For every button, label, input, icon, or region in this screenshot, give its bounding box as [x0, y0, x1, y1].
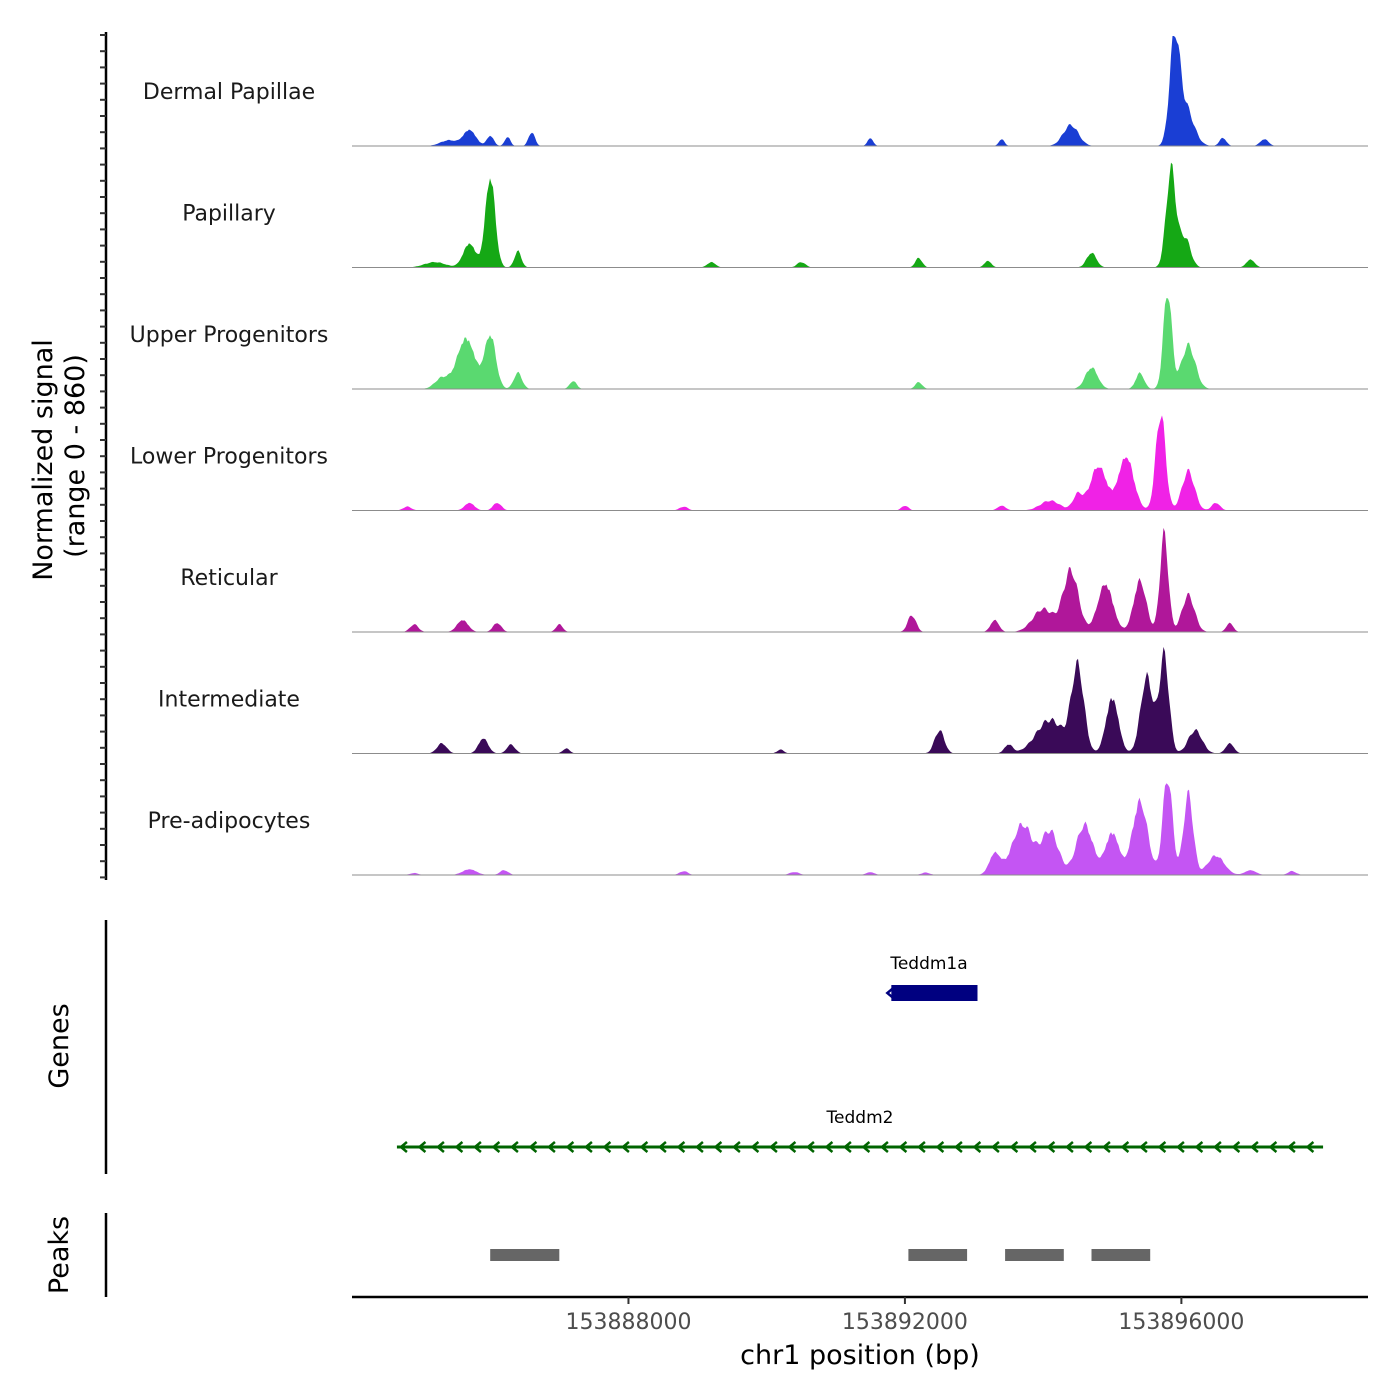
strand-arrow: [787, 1141, 797, 1153]
track-reticular: Reticular: [180, 527, 1368, 633]
track-label: Upper Progenitors: [130, 323, 329, 348]
strand-arrow: [898, 1141, 908, 1153]
strand-arrow: [879, 1141, 889, 1153]
gene-teddm1a: Teddm1a: [885, 954, 978, 1001]
peak-region: [908, 1249, 968, 1261]
strand-arrow: [583, 1141, 593, 1153]
peak-region: [490, 1249, 560, 1261]
gene-label: Teddm1a: [889, 954, 967, 974]
strand-arrow: [750, 1141, 760, 1153]
strand-arrow: [565, 1141, 575, 1153]
strand-arrow: [1009, 1141, 1019, 1153]
strand-arrow: [657, 1141, 667, 1153]
strand-arrow: [1194, 1141, 1204, 1153]
strand-arrow: [861, 1141, 871, 1153]
signal-area: [352, 36, 1368, 146]
strand-arrow: [398, 1141, 408, 1153]
strand-arrow: [916, 1141, 926, 1153]
track-label: Papillary: [182, 202, 276, 227]
strand-arrow: [1231, 1141, 1241, 1153]
strand-arrow: [768, 1141, 778, 1153]
strand-arrow: [972, 1141, 982, 1153]
strand-arrow: [454, 1141, 464, 1153]
strand-arrow: [528, 1141, 538, 1153]
track-dermal-papillae: Dermal Papillae: [143, 36, 1368, 147]
strand-arrow: [620, 1141, 630, 1153]
strand-arrow: [435, 1141, 445, 1153]
genes-panel: Teddm1a Teddm2: [396, 954, 1324, 1153]
strand-arrow: [1157, 1141, 1167, 1153]
strand-arrow: [1120, 1141, 1130, 1153]
strand-arrow: [1268, 1141, 1278, 1153]
strand-arrow: [1101, 1141, 1111, 1153]
track-label: Intermediate: [158, 688, 300, 713]
strand-arrow: [935, 1141, 945, 1153]
signal-tracks: Dermal Papillae Papillary Upper Progenitor…: [130, 36, 1368, 876]
strand-arrow: [824, 1141, 834, 1153]
strand-arrow: [1064, 1141, 1074, 1153]
strand-arrow: [639, 1141, 649, 1153]
strand-arrow: [731, 1141, 741, 1153]
genes-axis-title: Genes: [44, 1003, 75, 1088]
strand-arrow: [1046, 1141, 1056, 1153]
strand-arrow: [713, 1141, 723, 1153]
strand-arrow: [1212, 1141, 1222, 1153]
strand-arrow: [491, 1141, 501, 1153]
track-pre-adipocytes: Pre-adipocytes: [148, 783, 1368, 876]
strand-arrow: [1249, 1141, 1259, 1153]
strand-arrow: [1138, 1141, 1148, 1153]
strand-arrow: [990, 1141, 1000, 1153]
signal-area: [352, 415, 1368, 511]
peak-region: [1005, 1249, 1064, 1261]
strand-arrow: [1083, 1141, 1093, 1153]
strand-arrow: [602, 1141, 612, 1153]
peak-region: [1091, 1249, 1151, 1261]
strand-arrow: [546, 1141, 556, 1153]
strand-arrow: [953, 1141, 963, 1153]
track-label: Reticular: [180, 566, 278, 591]
track-label: Dermal Papillae: [143, 80, 315, 105]
track-intermediate: Intermediate: [158, 646, 1368, 754]
track-lower-progenitors: Lower Progenitors: [130, 415, 1368, 511]
strand-arrow: [842, 1141, 852, 1153]
track-papillary: Papillary: [182, 162, 1368, 268]
peaks-axis-title: Peaks: [44, 1216, 75, 1294]
strand-arrow: [805, 1141, 815, 1153]
track-label: Lower Progenitors: [130, 445, 328, 470]
signal-area: [352, 298, 1368, 389]
signal-area: [352, 783, 1368, 875]
strand-arrow: [472, 1141, 482, 1153]
strand-arrow: [417, 1141, 427, 1153]
strand-arrow: [1286, 1141, 1296, 1153]
strand-arrow: [1175, 1141, 1185, 1153]
x-axis: 153888000 153892000 153896000: [352, 1295, 1368, 1335]
track-label: Pre-adipocytes: [148, 809, 311, 834]
signal-area: [352, 646, 1368, 754]
left-axes: [100, 32, 108, 1297]
x-tick-label: 153888000: [565, 1310, 691, 1335]
strand-arrow: [1027, 1141, 1037, 1153]
y-axis-title-line2: (range 0 - 860): [60, 354, 91, 558]
signal-area: [352, 527, 1368, 632]
strand-arrow: [509, 1141, 519, 1153]
peaks-panel: [490, 1249, 1151, 1261]
strand-arrow: [676, 1141, 686, 1153]
gene-teddm2: Teddm2: [396, 1108, 1324, 1153]
track-upper-progenitors: Upper Progenitors: [130, 298, 1368, 390]
x-tick-label: 153896000: [1118, 1310, 1244, 1335]
strand-arrow: [885, 987, 895, 999]
x-axis-title: chr1 position (bp): [740, 1340, 980, 1371]
strand-arrow: [1305, 1141, 1315, 1153]
x-tick-label: 153892000: [842, 1310, 968, 1335]
gene-label: Teddm2: [826, 1108, 894, 1128]
y-axis-title-line1: Normalized signal: [28, 339, 59, 581]
gene-exon-body: [891, 985, 978, 1001]
strand-arrow: [694, 1141, 704, 1153]
signal-area: [352, 162, 1368, 268]
